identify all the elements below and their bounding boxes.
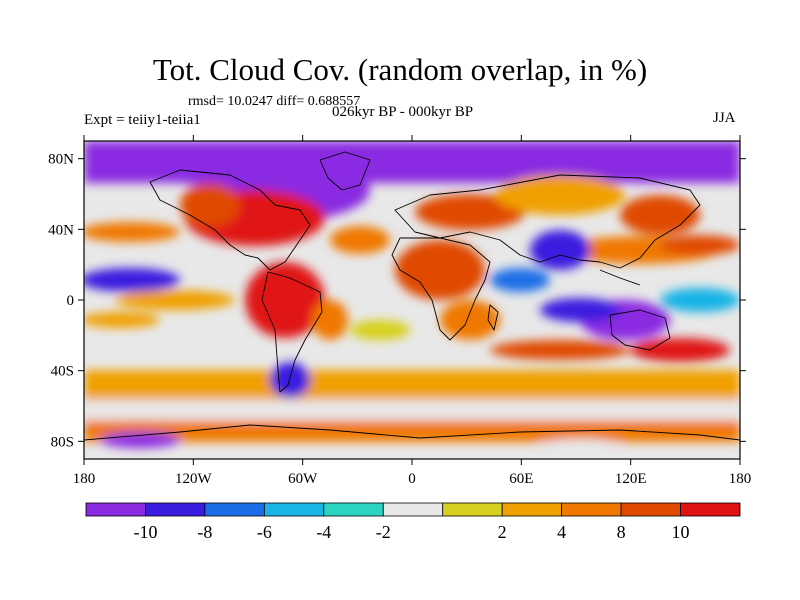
colorbar-box (442, 502, 503, 517)
lat-tick-label: 40N (48, 222, 74, 238)
lat-tick-label: 80S (51, 434, 74, 450)
colorbar-box (620, 502, 681, 517)
colorbar-box (561, 502, 622, 517)
lon-tick-label: 120W (175, 471, 213, 487)
lon-tick-label: 180 (729, 471, 752, 487)
axis-ticks: 180 120W 60W 0 60E 120E 180 80N 40N 0 40S 80S (48, 135, 751, 487)
lat-tick-label: 80N (48, 152, 74, 168)
plot-title: Tot. Cloud Cov. (random overlap, in %) (152, 52, 648, 87)
colorbar-box (145, 502, 206, 517)
colorbar-label: 2 (498, 522, 507, 542)
lon-tick-label: 60W (288, 471, 318, 487)
lon-tick-label: 60E (509, 471, 533, 487)
colorbar-label: 10 (672, 522, 690, 542)
colorbar-label: -6 (257, 522, 272, 542)
colorbar-box (85, 502, 146, 517)
season-label: JJA (713, 110, 736, 126)
rmsd-diff-stats: rmsd= 10.0247 diff= 0.688557 (188, 94, 361, 109)
colorbar-box (501, 502, 563, 517)
colorbar-box (382, 502, 444, 517)
colorbar-box (263, 502, 325, 517)
colorbar-label: 8 (617, 522, 626, 542)
lon-tick-label: 120E (615, 471, 647, 487)
colorbar-box (204, 502, 265, 517)
colorbar-box (323, 502, 384, 517)
colorbar-label: -4 (316, 522, 331, 542)
lat-tick-label: 40S (51, 364, 74, 380)
coastlines (84, 151, 740, 441)
colorbar-label: -8 (197, 522, 212, 542)
lon-tick-label: 0 (408, 471, 416, 487)
period-label: 026kyr BP - 000kyr BP (332, 104, 474, 120)
colorbar-box (680, 502, 741, 517)
colorbar-label: -10 (133, 522, 157, 542)
colorbar-label: -2 (376, 522, 391, 542)
lat-tick-label: 0 (67, 293, 75, 309)
experiment-label: Expt = teiiy1-teiia1 (84, 112, 201, 128)
lon-tick-label: 180 (73, 471, 96, 487)
map-field (84, 141, 740, 459)
colorbar-label: 4 (557, 522, 566, 542)
